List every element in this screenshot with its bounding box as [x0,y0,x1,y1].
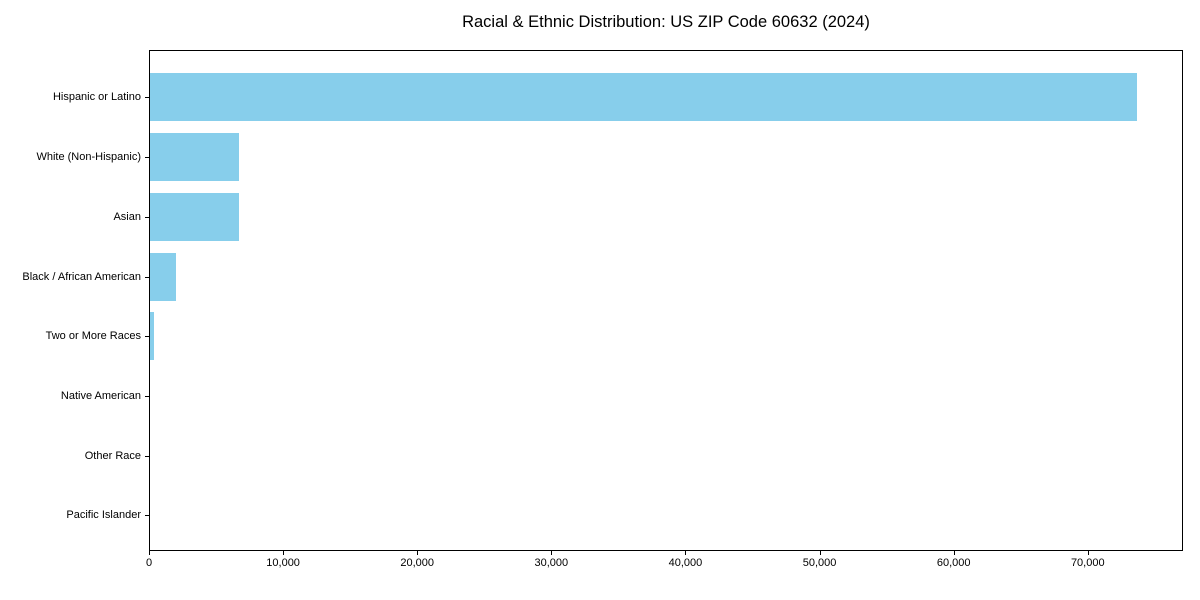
y-tick-mark [145,396,149,397]
bar [150,73,1138,122]
x-tick-label: 50,000 [802,557,837,569]
x-tick-mark [953,551,955,555]
x-tick-mark [417,551,419,555]
x-tick-label: 40,000 [668,557,703,569]
y-tick-mark [145,276,149,278]
plot-area [149,50,1183,551]
y-tick-label: Black / African American [22,270,141,283]
y-tick-label: White (Non-Hispanic) [36,151,141,164]
y-tick-mark [145,216,149,218]
y-tick-label: Asian [113,210,141,223]
x-tick-mark [551,551,553,555]
y-tick-label: Two or More Races [45,330,141,343]
y-tick-mark [145,455,149,457]
bar [150,192,239,241]
bar [150,252,177,301]
x-tick-mark [149,551,150,555]
x-tick-mark [685,551,687,555]
x-tick-mark [1087,551,1089,555]
y-tick-mark [145,97,149,99]
y-tick-mark [145,515,149,517]
y-tick-label: Pacific Islander [66,509,141,522]
y-tick-label: Native American [60,390,141,402]
x-tick-label: 10,000 [266,557,300,569]
y-tick-label: Hispanic or Latino [52,91,141,104]
x-tick-label: 0 [145,557,153,569]
bar [150,312,155,361]
y-tick-mark [145,157,149,159]
bar [150,133,240,182]
chart-title: Racial & Ethnic Distribution: US ZIP Cod… [462,13,870,31]
y-tick-mark [145,336,149,338]
x-tick-label: 70,000 [1070,557,1105,569]
x-tick-mark [819,551,821,555]
y-tick-label: Other Race [84,449,141,462]
x-tick-label: 30,000 [534,557,569,569]
x-tick-label: 20,000 [400,557,435,569]
x-tick-label: 60,000 [936,557,971,569]
x-tick-mark [283,551,285,555]
